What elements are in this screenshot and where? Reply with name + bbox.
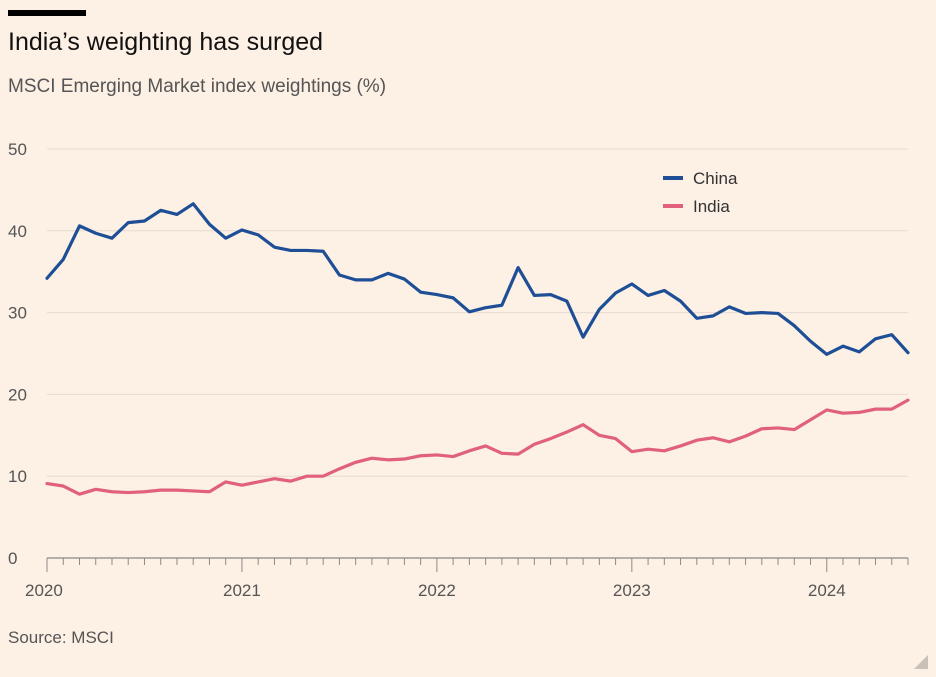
series-line-china (45, 202, 910, 356)
source-note: Source: MSCI (8, 628, 114, 647)
y-tick-label: 20 (8, 385, 27, 404)
y-tick-label: 10 (8, 467, 27, 486)
x-tick-label: 2023 (613, 581, 651, 600)
chart-subtitle: MSCI Emerging Market index weightings (%… (8, 76, 387, 97)
y-tick-label: 40 (8, 222, 27, 241)
chart-title: India’s weighting has surged (8, 28, 324, 56)
x-tick-label: 2020 (25, 581, 63, 600)
legend-label-india: India (693, 197, 730, 216)
legend-label-china: China (693, 169, 738, 188)
x-tick-label: 2022 (418, 581, 456, 600)
y-tick-label: 30 (8, 304, 27, 323)
y-tick-label: 0 (8, 549, 17, 568)
resize-handle-icon (914, 655, 928, 669)
x-tick-label: 2021 (223, 581, 261, 600)
x-tick-label: 2024 (808, 581, 846, 600)
series-line-india (45, 398, 910, 496)
header-accent-bar (8, 10, 86, 16)
y-tick-label: 50 (8, 140, 27, 159)
